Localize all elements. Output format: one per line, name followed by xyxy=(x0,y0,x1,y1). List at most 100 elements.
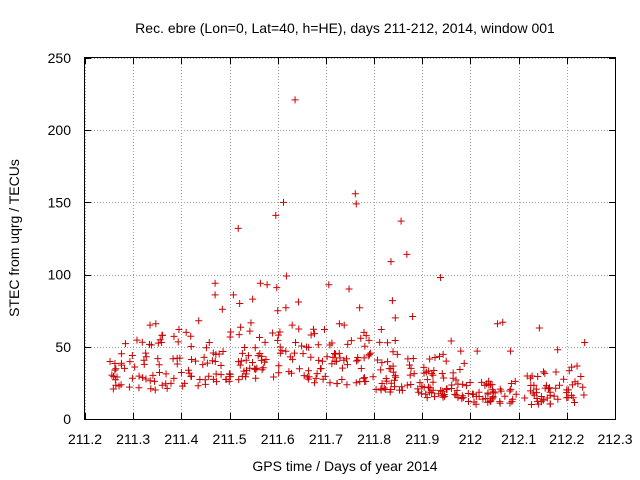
data-point xyxy=(506,347,514,355)
data-point xyxy=(367,349,375,357)
data-point xyxy=(212,350,220,358)
data-point xyxy=(282,304,290,312)
data-point xyxy=(276,349,284,357)
data-point xyxy=(397,217,405,225)
data-point xyxy=(469,390,477,398)
data-point xyxy=(391,314,399,322)
data-point xyxy=(139,374,147,382)
data-point xyxy=(275,369,283,377)
data-point xyxy=(328,339,336,347)
data-point xyxy=(459,394,467,402)
data-point xyxy=(323,353,331,361)
data-point xyxy=(154,339,162,347)
data-point xyxy=(313,370,321,378)
data-point xyxy=(131,363,139,371)
data-point xyxy=(325,281,333,289)
data-point xyxy=(135,384,143,392)
data-point xyxy=(486,397,494,405)
data-point xyxy=(145,340,153,348)
data-point xyxy=(373,356,381,364)
data-point xyxy=(289,355,297,363)
data-point xyxy=(377,325,385,333)
data-point xyxy=(205,338,213,346)
data-point xyxy=(452,391,460,399)
data-point xyxy=(493,320,501,328)
data-point xyxy=(377,386,385,394)
data-point xyxy=(506,387,514,395)
data-point xyxy=(387,386,395,394)
data-point xyxy=(303,373,311,381)
data-point xyxy=(382,374,390,382)
data-point xyxy=(314,341,322,349)
data-point xyxy=(437,387,445,395)
data-point xyxy=(243,366,251,374)
data-point xyxy=(117,381,125,389)
data-point xyxy=(554,395,562,403)
data-point xyxy=(512,390,520,398)
data-point xyxy=(142,375,150,383)
y-tick-label: 250 xyxy=(48,50,72,66)
data-point xyxy=(212,378,220,386)
data-point xyxy=(170,332,178,340)
data-point xyxy=(320,325,328,333)
data-point xyxy=(387,258,395,266)
data-point xyxy=(211,279,219,287)
data-point xyxy=(449,369,457,377)
data-point xyxy=(353,357,361,365)
data-point xyxy=(443,385,451,393)
data-point xyxy=(329,353,337,361)
data-point xyxy=(113,373,121,381)
data-point xyxy=(416,379,424,387)
data-point xyxy=(360,328,368,336)
data-point xyxy=(581,338,589,346)
data-point xyxy=(507,385,515,393)
data-point xyxy=(407,364,415,372)
data-point xyxy=(187,343,195,351)
data-point xyxy=(226,333,234,341)
data-point xyxy=(274,331,282,339)
data-point xyxy=(563,386,571,394)
data-point xyxy=(489,388,497,396)
data-point xyxy=(439,392,447,400)
data-point xyxy=(478,378,486,386)
data-point xyxy=(112,365,120,373)
axis-ticks xyxy=(85,58,616,420)
data-point xyxy=(488,381,496,389)
data-point xyxy=(453,386,461,394)
data-point xyxy=(470,398,478,406)
data-point xyxy=(574,380,582,388)
data-point xyxy=(238,349,246,357)
data-point xyxy=(509,395,517,403)
data-point xyxy=(499,318,507,326)
data-point xyxy=(361,342,369,350)
x-tick-label: 212.3 xyxy=(597,431,632,447)
data-point xyxy=(196,376,204,384)
data-point xyxy=(263,281,271,289)
y-tick-labels: 0 50 100 150 200 250 xyxy=(48,50,72,427)
data-point xyxy=(299,350,307,358)
data-point xyxy=(537,393,545,401)
data-point xyxy=(406,361,413,369)
data-point xyxy=(211,357,219,365)
data-point xyxy=(409,312,417,320)
data-point xyxy=(307,353,315,361)
data-point xyxy=(138,338,146,346)
data-point xyxy=(203,359,211,367)
y-tick-label: 200 xyxy=(48,122,72,138)
data-point xyxy=(357,364,365,372)
data-point xyxy=(135,372,143,380)
data-point xyxy=(391,383,399,391)
data-point xyxy=(372,385,380,393)
data-point xyxy=(311,330,319,338)
data-point xyxy=(235,376,243,384)
data-point xyxy=(403,381,411,389)
data-point xyxy=(369,373,377,381)
data-point xyxy=(560,375,568,383)
chart-title: Rec. ebre (Lon=0, Lat=40, h=HE), days 21… xyxy=(135,20,555,36)
data-point xyxy=(298,342,306,350)
y-tick-label: 50 xyxy=(55,339,71,355)
data-point xyxy=(276,328,284,336)
data-point xyxy=(273,284,281,292)
data-point xyxy=(420,383,428,391)
data-point xyxy=(535,324,543,332)
